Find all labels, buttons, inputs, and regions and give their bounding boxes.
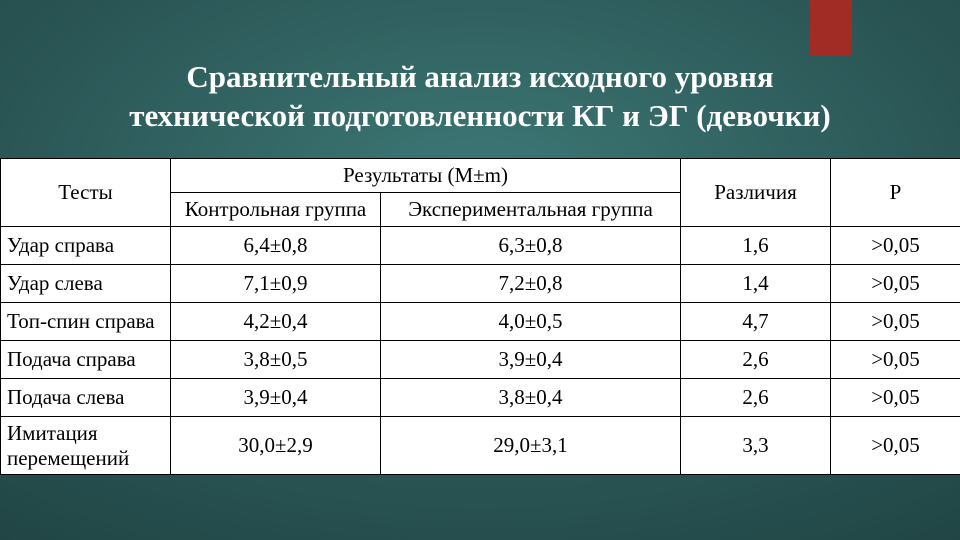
cell-diff: 3,3 [681, 417, 831, 475]
cell-kg: 6,4±0,8 [171, 227, 381, 265]
cell-diff: 2,6 [681, 341, 831, 379]
cell-p: >0,05 [831, 379, 960, 417]
col-header-p: Р [831, 159, 960, 227]
cell-test: Имитация перемещений [1, 417, 171, 475]
cell-kg: 3,8±0,5 [171, 341, 381, 379]
cell-test: Удар справа [1, 227, 171, 265]
table-row: Имитация перемещений 30,0±2,9 29,0±3,1 3… [1, 417, 960, 475]
table-row: Топ-спин справа 4,2±0,4 4,0±0,5 4,7 >0,0… [1, 303, 960, 341]
cell-diff: 1,6 [681, 227, 831, 265]
slide: Сравнительный анализ исходного уровня те… [0, 0, 960, 540]
cell-p: >0,05 [831, 227, 960, 265]
table-row: Подача слева 3,9±0,4 3,8±0,4 2,6 >0,05 [1, 379, 960, 417]
cell-kg: 7,1±0,9 [171, 265, 381, 303]
cell-kg: 30,0±2,9 [171, 417, 381, 475]
col-header-eg: Экспериментальная группа [381, 193, 681, 227]
title-line-2: технической подготовленности КГ и ЭГ (де… [129, 98, 831, 133]
cell-test: Топ-спин справа [1, 303, 171, 341]
cell-test: Подача справа [1, 341, 171, 379]
cell-eg: 29,0±3,1 [381, 417, 681, 475]
cell-diff: 4,7 [681, 303, 831, 341]
col-header-tests: Тесты [1, 159, 171, 227]
cell-eg: 4,0±0,5 [381, 303, 681, 341]
col-header-diff: Различия [681, 159, 831, 227]
slide-title: Сравнительный анализ исходного уровня те… [0, 58, 960, 136]
cell-p: >0,05 [831, 265, 960, 303]
cell-eg: 7,2±0,8 [381, 265, 681, 303]
header-row-1: Тесты Результаты (М±m) Различия Р [1, 159, 960, 193]
cell-p: >0,05 [831, 341, 960, 379]
cell-test: Удар слева [1, 265, 171, 303]
cell-eg: 6,3±0,8 [381, 227, 681, 265]
accent-bar [810, 0, 852, 56]
cell-p: >0,05 [831, 303, 960, 341]
cell-kg: 3,9±0,4 [171, 379, 381, 417]
col-header-results: Результаты (М±m) [171, 159, 681, 193]
cell-eg: 3,9±0,4 [381, 341, 681, 379]
cell-diff: 1,4 [681, 265, 831, 303]
table-row: Удар слева 7,1±0,9 7,2±0,8 1,4 >0,05 [1, 265, 960, 303]
cell-kg: 4,2±0,4 [171, 303, 381, 341]
title-line-1: Сравнительный анализ исходного уровня [186, 59, 773, 94]
comparison-table: Тесты Результаты (М±m) Различия Р Контро… [0, 158, 960, 475]
cell-diff: 2,6 [681, 379, 831, 417]
table-row: Подача справа 3,8±0,5 3,9±0,4 2,6 >0,05 [1, 341, 960, 379]
cell-p: >0,05 [831, 417, 960, 475]
table-row: Удар справа 6,4±0,8 6,3±0,8 1,6 >0,05 [1, 227, 960, 265]
col-header-kg: Контрольная группа [171, 193, 381, 227]
table: Тесты Результаты (М±m) Различия Р Контро… [0, 158, 960, 475]
cell-eg: 3,8±0,4 [381, 379, 681, 417]
cell-test: Подача слева [1, 379, 171, 417]
